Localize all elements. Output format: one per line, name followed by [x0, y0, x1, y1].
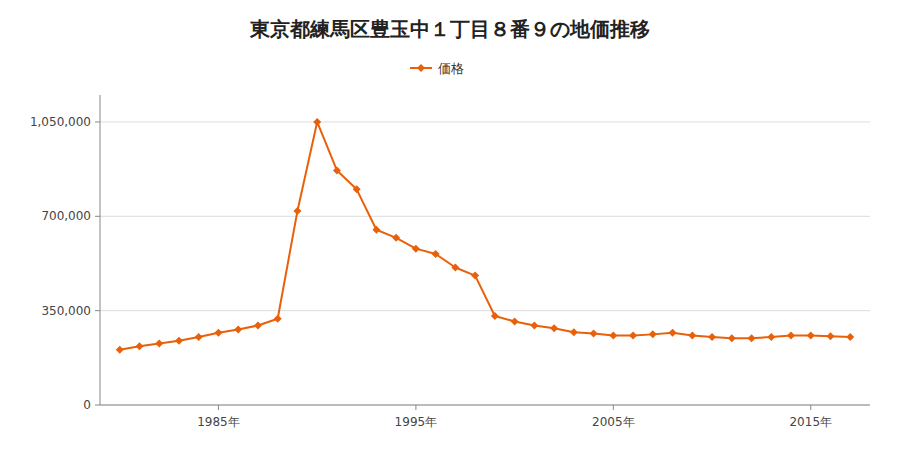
- point: [274, 315, 282, 323]
- point: [590, 330, 598, 338]
- point: [649, 330, 657, 338]
- tick-mark: [810, 405, 811, 410]
- point: [728, 334, 736, 342]
- point: [293, 207, 301, 215]
- y-axis-line: [100, 95, 101, 405]
- tick-label: 1995年: [395, 415, 438, 429]
- grid-line: [100, 310, 870, 311]
- tick-label: 2005年: [592, 415, 635, 429]
- point: [135, 342, 143, 350]
- x-axis: 1985年 1995年 2005年 2015年: [197, 405, 832, 429]
- point: [827, 332, 835, 340]
- point: [550, 324, 558, 332]
- point: [195, 333, 203, 341]
- point: [846, 333, 854, 341]
- grid-line: [100, 216, 870, 217]
- tick-mark: [95, 121, 100, 122]
- point: [412, 245, 420, 253]
- point: [471, 272, 479, 280]
- point: [451, 264, 459, 272]
- point: [807, 331, 815, 339]
- point: [392, 234, 400, 242]
- tick-mark: [95, 216, 100, 217]
- point: [787, 331, 795, 339]
- legend-marker: [417, 64, 425, 72]
- point: [372, 226, 380, 234]
- y-axis: 0 350,000 700,000 1,050,000: [30, 115, 870, 412]
- point: [313, 118, 321, 126]
- point: [234, 326, 242, 334]
- plot-area: [116, 118, 855, 354]
- tick-mark: [218, 405, 219, 410]
- point: [708, 333, 716, 341]
- title: 東京都練馬区豊玉中１丁目８番９の地価推移: [249, 17, 650, 41]
- x-axis-line: [100, 405, 870, 406]
- point: [214, 329, 222, 337]
- point: [570, 328, 578, 336]
- point: [688, 331, 696, 339]
- point: [254, 321, 262, 329]
- tick-mark: [415, 405, 416, 410]
- point: [669, 329, 677, 337]
- point: [748, 334, 756, 342]
- point: [767, 333, 775, 341]
- point: [629, 331, 637, 339]
- legend-label: 価格: [438, 61, 464, 76]
- tick-label: 0: [83, 398, 91, 412]
- point: [175, 337, 183, 345]
- point: [530, 321, 538, 329]
- point: [155, 340, 163, 348]
- tick-mark: [95, 405, 100, 406]
- point: [116, 346, 124, 354]
- tick-label: 700,000: [41, 209, 91, 223]
- tick-mark: [613, 405, 614, 410]
- tick-mark: [95, 310, 100, 311]
- grid-line: [100, 121, 870, 122]
- point: [353, 185, 361, 193]
- point: [333, 166, 341, 174]
- chart: 東京都練馬区豊玉中１丁目８番９の地価推移 0 350,000 700,000 1,050…: [0, 0, 900, 450]
- point: [432, 250, 440, 258]
- tick-label: 350,000: [41, 304, 91, 318]
- grid-line: [100, 405, 870, 406]
- line: [120, 122, 851, 350]
- point: [609, 331, 617, 339]
- tick-label: 2015年: [789, 415, 832, 429]
- legend: 価格: [410, 61, 464, 76]
- point: [491, 312, 499, 320]
- point: [511, 317, 519, 325]
- tick-label: 1,050,000: [30, 115, 91, 129]
- tick-label: 1985年: [197, 415, 240, 429]
